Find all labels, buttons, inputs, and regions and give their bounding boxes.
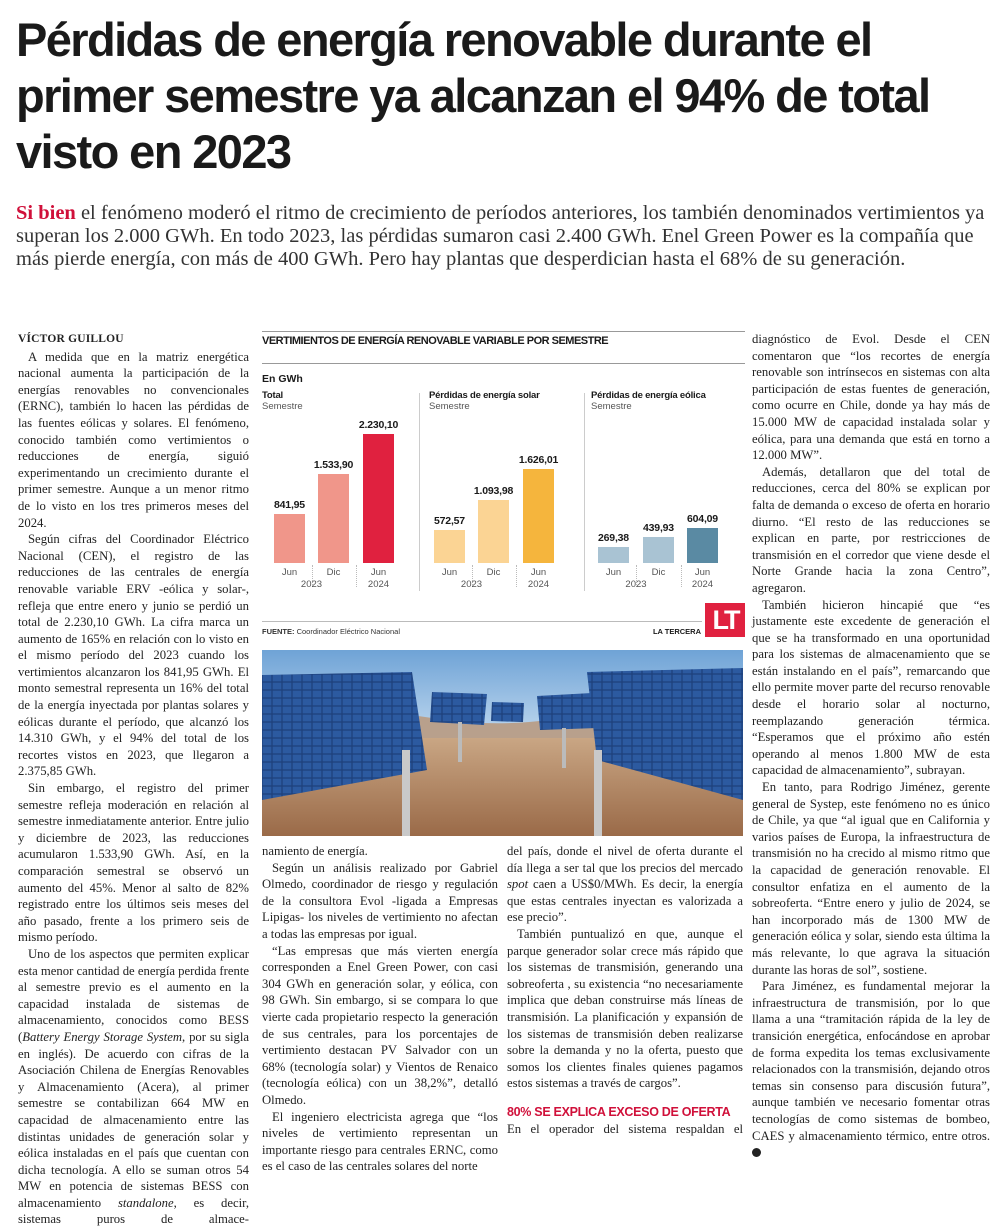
article-column-1: VÍCTOR GUILLOU A medida que en la matriz… — [18, 331, 249, 1228]
chart-unit: En GWh — [262, 373, 303, 385]
x-tick-label: Jun — [281, 567, 298, 578]
byline: VÍCTOR GUILLOU — [18, 333, 124, 345]
x-tick-label: Jun — [441, 567, 458, 578]
paragraph: En el operador del sistema respaldan el — [507, 1121, 743, 1136]
paragraph: namiento de energía. — [262, 844, 368, 858]
paragraph: El ingeniero electricista agrega que “lo… — [262, 1109, 498, 1174]
bar — [643, 537, 674, 563]
chart-source: FUENTE: Coordinador Eléctrico Nacional — [262, 627, 400, 636]
bar — [523, 468, 554, 563]
bar — [363, 433, 394, 563]
data-label: 604,09 — [687, 512, 718, 525]
lead-kicker: Si bien — [16, 202, 76, 224]
source-label: FUENTE: — [262, 627, 295, 636]
paragraph: En tanto, para Rodrigo Jiménez, gerente … — [752, 780, 990, 977]
rule — [262, 621, 702, 622]
data-label: 841,95 — [274, 499, 305, 512]
tick-separator — [356, 565, 357, 587]
x-tick-label: Dic — [486, 567, 501, 578]
panel-subtitle: Semestre — [429, 401, 470, 412]
bar — [274, 514, 305, 563]
text-span: caen a US$0/MWh. Es decir, la energía qu… — [507, 877, 743, 925]
article-column-4: diagnóstico de Evol. Desde el CEN coment… — [752, 331, 990, 1161]
x-tick-label: Jun — [605, 567, 622, 578]
year-label: 2023 — [625, 579, 647, 590]
year-label: 2023 — [460, 579, 483, 590]
lead-text: el fenómeno moderó el ritmo de crecimien… — [16, 202, 985, 270]
panel-divider — [419, 393, 420, 591]
x-tick-label: Jun — [530, 567, 547, 578]
infographic-chart: VERTIMIENTOS DE ENERGÍA RENOVABLE VARIAB… — [262, 330, 745, 642]
data-label: 439,93 — [643, 522, 674, 535]
text-span: del país, donde el nivel de oferta duran… — [507, 844, 743, 875]
italic-term: standalone — [117, 1195, 174, 1210]
panel-title-solar: Pérdidas de energía solar — [429, 390, 540, 401]
data-label: 1.093,98 — [473, 484, 514, 497]
year-label: 2024 — [691, 579, 714, 590]
text-span: , por su sigla en inglés). De acuerdo co… — [18, 1029, 249, 1210]
panel-subtitle: Semestre — [262, 401, 303, 412]
year-label: 2023 — [300, 579, 323, 590]
tick-separator — [311, 565, 313, 587]
text-span: Uno de los aspectos que permiten explica… — [18, 946, 249, 1044]
section-subheading: 80% SE EXPLICA EXCESO DE OFERTA — [507, 1104, 731, 1119]
bar — [434, 529, 465, 563]
tick-separator — [516, 565, 517, 587]
paragraph: Según cifras del Coordinador Eléctrico N… — [18, 532, 249, 779]
panel-title-total: Total — [262, 390, 283, 401]
paragraph: diagnóstico de Evol. Desde el CEN coment… — [752, 332, 990, 463]
paragraph: Según un análisis realizado por Gabriel … — [262, 860, 498, 941]
italic-term: spot — [507, 877, 529, 892]
year-label: 2024 — [527, 579, 550, 590]
paragraph: “Las empresas que más vierten energía co… — [262, 943, 498, 1107]
x-tick-label: Jun — [370, 567, 387, 578]
year-label: 2024 — [367, 579, 390, 590]
bar — [687, 527, 718, 563]
paragraph: También puntualizó en que, aunque el par… — [507, 926, 743, 1091]
paragraph: del país, donde el nivel de oferta duran… — [507, 843, 743, 926]
bar — [598, 547, 629, 563]
rule — [262, 331, 745, 332]
tick-separator — [680, 565, 682, 587]
x-tick-label: Dic — [326, 567, 341, 578]
paragraph: Además, detallaron que del total de redu… — [752, 464, 990, 595]
panel-title-eolica: Pérdidas de energía eólica — [591, 390, 706, 401]
x-tick-label: Dic — [651, 567, 666, 578]
data-label: 2.230,10 — [358, 418, 399, 431]
tick-separator — [471, 565, 473, 587]
tick-separator — [636, 565, 637, 587]
chart-title: VERTIMIENTOS DE ENERGÍA RENOVABLE VARIAB… — [262, 335, 609, 347]
end-mark-icon — [752, 1148, 761, 1158]
source-text: Coordinador Eléctrico Nacional — [296, 627, 400, 636]
bar — [478, 499, 509, 563]
headline: Pérdidas de energía renovable durante el… — [16, 13, 931, 178]
brand-name: LA TERCERA — [652, 627, 701, 636]
article-column-2: namiento de energía. Según un análisis r… — [262, 843, 498, 1175]
data-label: 572,57 — [434, 514, 465, 527]
text-span: Para Jiménez, es fundamental mejorar la … — [752, 979, 990, 1143]
bar — [318, 474, 349, 563]
la-tercera-logo: LT — [705, 603, 745, 637]
x-tick-label: Jun — [694, 567, 711, 578]
paragraph: Para Jiménez, es fundamental mejorar la … — [752, 978, 990, 1161]
lead-paragraph: Si bien el fenómeno moderó el ritmo de c… — [16, 202, 991, 271]
solar-panels-photo — [262, 650, 743, 836]
data-label: 1.626,01 — [518, 453, 559, 466]
paragraph: También hicieron hincapié que “es justam… — [752, 597, 990, 778]
rule — [262, 363, 745, 364]
data-label: 1.533,90 — [313, 459, 354, 472]
panel-subtitle: Semestre — [591, 401, 632, 412]
data-label: 269,38 — [598, 532, 629, 545]
panel-divider — [584, 393, 585, 591]
paragraph: A medida que en la matriz energética nac… — [18, 349, 249, 530]
paragraph: Uno de los aspectos que permiten explica… — [18, 946, 249, 1228]
article-column-3: del país, donde el nivel de oferta duran… — [507, 843, 743, 1137]
paragraph: Sin embargo, el registro del primer seme… — [18, 781, 249, 945]
italic-term: Battery Energy Storage System — [22, 1029, 183, 1044]
